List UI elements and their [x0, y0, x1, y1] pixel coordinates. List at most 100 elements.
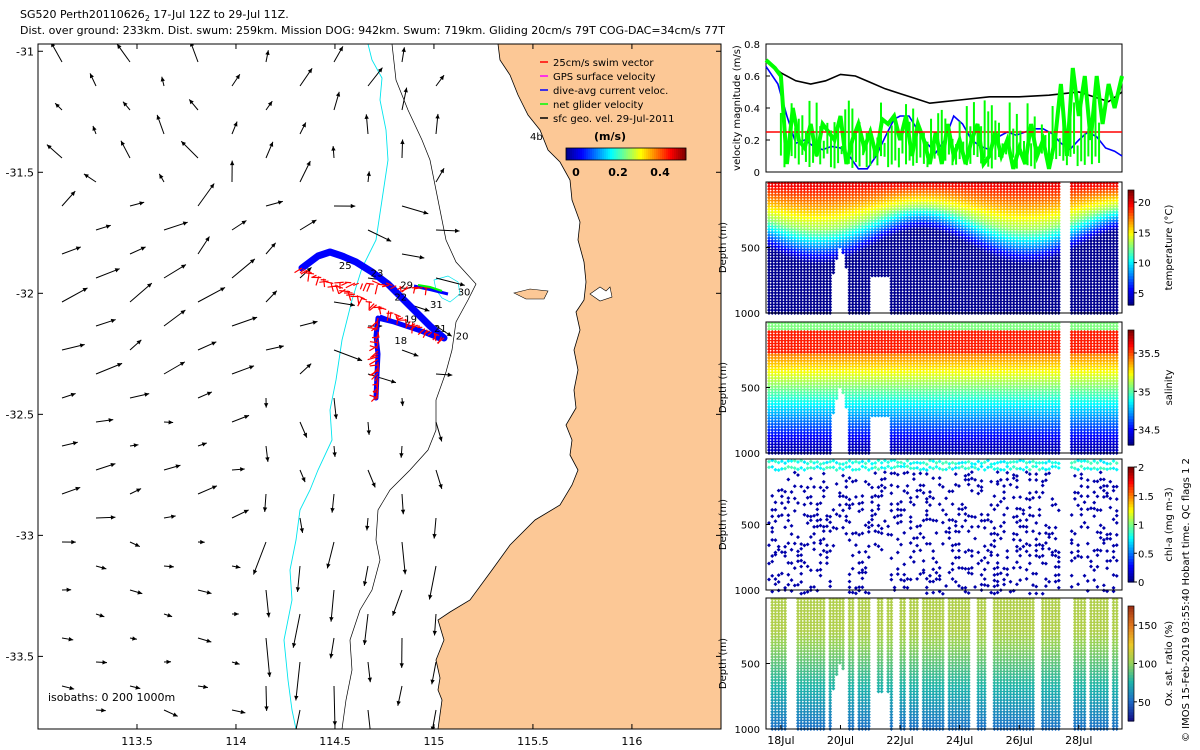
legend-label: 25cm/s swim vector — [553, 58, 654, 69]
map-ytick-label: -33 — [16, 529, 34, 542]
legend-colorbar-cell — [608, 148, 610, 160]
legend-colorbar-cell — [626, 148, 628, 160]
legend-colorbar-cell — [676, 148, 678, 160]
legend-colorbar-cell — [588, 148, 590, 160]
swim-vector — [366, 302, 372, 303]
legend-colorbar-cell — [586, 148, 588, 160]
map-xtick-label: 114 — [225, 735, 246, 748]
waypoint-label: 31 — [430, 300, 443, 311]
legend-colorbar-cell — [648, 148, 650, 160]
legend-colorbar-cell — [592, 148, 594, 160]
velocity-ytick-label: 0.8 — [744, 40, 760, 51]
legend-colorbar-cell — [668, 148, 670, 160]
velocity-ytick-label: 0.4 — [744, 104, 760, 115]
legend-colorbar-cell — [610, 148, 612, 160]
geo-velocity-arrowhead — [293, 732, 297, 737]
swim-vector — [334, 282, 343, 283]
velocity-ytick-label: 0.2 — [744, 136, 760, 147]
legend-colorbar-cell — [680, 148, 682, 160]
legend-colorbar-cell — [618, 148, 620, 160]
legend-colorbar-cell — [580, 148, 582, 160]
legend-colorbar — [566, 148, 686, 160]
legend-colorbar-cell — [582, 148, 584, 160]
legend-colorbar-cell — [672, 148, 674, 160]
legend-colorbar-cell — [642, 148, 644, 160]
legend-colorbar-cell — [644, 148, 646, 160]
legend-colorbar-cell — [658, 148, 660, 160]
waypoint-label: 25 — [339, 261, 352, 272]
waypoint-label: 30 — [458, 288, 471, 299]
legend-colorbar-cell — [574, 148, 576, 160]
legend-colorbar-cell — [660, 148, 662, 160]
legend-colorbar-cell — [670, 148, 672, 160]
map-ytick-label: -31 — [16, 45, 34, 58]
legend-colorbar-cell — [612, 148, 614, 160]
legend-colorbar-cell — [628, 148, 630, 160]
legend-extra-label: 4b — [530, 132, 543, 143]
legend-colorbar-cell — [636, 148, 638, 160]
legend-colorbar-cell — [630, 148, 632, 160]
legend-colorbar-cell — [570, 148, 572, 160]
map-ytick-label: -31.5 — [6, 166, 34, 179]
legend-colorbar-tick: 0.2 — [608, 166, 628, 179]
legend-colorbar-cell — [624, 148, 626, 160]
legend-colorbar-cell — [602, 148, 604, 160]
legend-label: sfc geo. vel. 29-Jul-2011 — [553, 114, 674, 125]
legend-colorbar-cell — [666, 148, 668, 160]
legend-colorbar-cell — [638, 148, 640, 160]
velocity-ytick-label: 0.6 — [744, 72, 760, 83]
legend-colorbar-cell — [598, 148, 600, 160]
isobath-note: isobaths: 0 200 1000m — [48, 691, 175, 704]
swim-vector — [345, 282, 352, 283]
legend-colorbar-cell — [594, 148, 596, 160]
legend-colorbar-cell — [620, 148, 622, 160]
header-line1: SG520 Perth201106262 17-Jul 12Z to 29-Ju… — [20, 8, 289, 23]
legend-colorbar-cell — [576, 148, 578, 160]
waypoint-label: 23 — [371, 268, 384, 279]
velocity-ylabel: velocity magnitude (m/s) — [732, 45, 743, 171]
figure: SG520 Perth201106262 17-Jul 12Z to 29-Ju… — [0, 0, 1200, 750]
waypoint-label: 29 — [400, 280, 413, 291]
waypoint-label: 18 — [394, 336, 407, 347]
map-xtick-label: 115.5 — [517, 735, 549, 748]
legend-colorbar-cell — [656, 148, 658, 160]
waypoint-label: 21 — [434, 324, 447, 335]
legend-colorbar-cell — [584, 148, 586, 160]
legend-colorbar-title: (m/s) — [594, 130, 626, 143]
waypoint-label: 19 — [404, 314, 417, 325]
legend-colorbar-cell — [578, 148, 580, 160]
legend-colorbar-cell — [678, 148, 680, 160]
legend-label: GPS surface velocity — [553, 72, 656, 83]
map-xtick-label: 116 — [621, 735, 642, 748]
map-ytick-label: -32 — [16, 287, 34, 300]
legend-colorbar-cell — [650, 148, 652, 160]
legend-label: net glider velocity — [553, 100, 643, 111]
velocity-ytick-label: 0 — [754, 168, 760, 179]
legend-colorbar-cell — [606, 148, 608, 160]
legend-colorbar-cell — [632, 148, 634, 160]
legend-colorbar-cell — [646, 148, 648, 160]
legend-colorbar-cell — [654, 148, 656, 160]
legend-colorbar-cell — [634, 148, 636, 160]
map-ytick-label: -32.5 — [6, 408, 34, 421]
legend-colorbar-cell — [590, 148, 592, 160]
legend-colorbar-tick: 0 — [572, 166, 580, 179]
legend-label: dive-avg current veloc. — [553, 86, 668, 97]
legend-colorbar-cell — [614, 148, 616, 160]
map-xtick-label: 114.5 — [319, 735, 351, 748]
legend-colorbar-cell — [600, 148, 602, 160]
legend-colorbar-cell — [572, 148, 574, 160]
geo-velocity-arrowhead — [368, 732, 372, 737]
legend-colorbar-cell — [664, 148, 666, 160]
legend-colorbar-cell — [568, 148, 570, 160]
legend-colorbar-cell — [674, 148, 676, 160]
swim-vector — [378, 284, 385, 285]
legend-colorbar-tick: 0.4 — [650, 166, 670, 179]
legend-colorbar-cell — [682, 148, 684, 160]
legend-colorbar-cell — [596, 148, 598, 160]
swim-vector — [372, 384, 378, 385]
waypoint-label: 22 — [394, 293, 407, 304]
legend-colorbar-cell — [622, 148, 624, 160]
